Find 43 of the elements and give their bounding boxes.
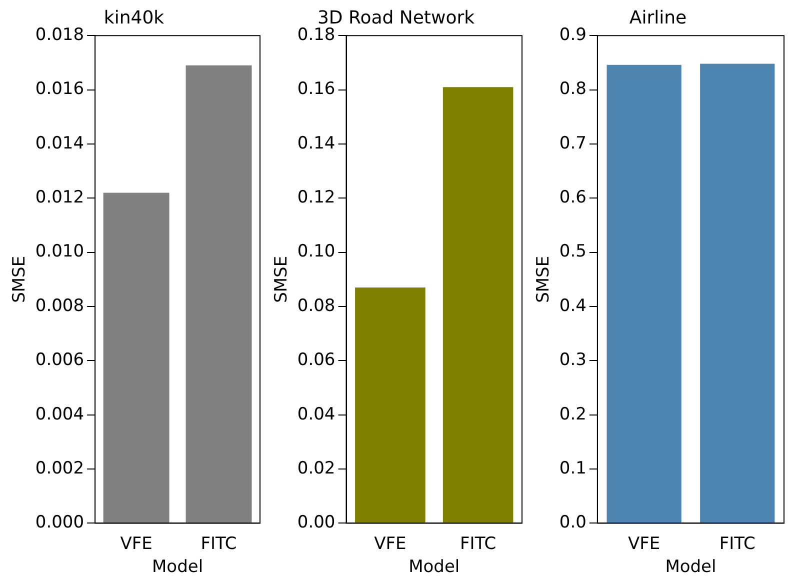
- y-tick-label: 0.6: [559, 188, 586, 208]
- x-axis-title: Model: [152, 557, 204, 578]
- y-tick-label: 0.02: [297, 458, 336, 478]
- x-tick-label: VFE: [374, 534, 406, 554]
- x-tick-label: FITC: [200, 534, 237, 554]
- y-tick-label: 0.04: [297, 404, 336, 424]
- x-tick-label: FITC: [719, 534, 756, 554]
- x-tick-label: VFE: [628, 534, 660, 554]
- y-tick-label: 0.14: [297, 133, 336, 154]
- y-tick-label: 0.016: [35, 79, 84, 100]
- y-tick-label: 0.002: [35, 458, 84, 478]
- y-tick-label: 0.1: [559, 458, 586, 478]
- y-tick-label: 0.12: [297, 188, 336, 208]
- y-tick-label: 0.00: [297, 512, 336, 533]
- y-tick-label: 0.9: [559, 25, 586, 46]
- y-tick-label: 0.10: [297, 242, 336, 262]
- y-tick-label: 0.018: [35, 25, 84, 46]
- x-axis-title: Model: [408, 557, 460, 578]
- chart-title: Airline: [629, 7, 687, 28]
- y-axis-title: SMSE: [10, 256, 30, 303]
- y-tick-label: 0.3: [559, 350, 586, 370]
- y-tick-label: 0.2: [559, 404, 586, 424]
- y-axis-title: SMSE: [272, 256, 292, 303]
- y-tick-label: 0.08: [297, 296, 336, 316]
- y-tick-label: 0.0: [559, 512, 586, 533]
- y-tick-label: 0.000: [35, 512, 84, 533]
- y-tick-label: 0.06: [297, 350, 336, 370]
- y-tick-label: 0.7: [559, 133, 586, 154]
- y-tick-label: 0.006: [35, 350, 84, 370]
- x-tick-label: VFE: [120, 534, 152, 554]
- y-axis-title: SMSE: [534, 256, 554, 303]
- y-tick-label: 0.8: [559, 79, 586, 100]
- x-tick-label: FITC: [460, 534, 496, 554]
- y-tick-label: 0.16: [297, 79, 336, 100]
- y-tick-label: 0.4: [559, 296, 586, 316]
- y-tick-label: 0.5: [559, 242, 586, 262]
- y-tick-label: 0.014: [35, 133, 84, 154]
- chart-title: kin40k: [104, 7, 165, 28]
- y-tick-label: 0.004: [35, 404, 84, 424]
- y-tick-label: 0.012: [35, 188, 84, 208]
- y-tick-label: 0.008: [35, 296, 84, 316]
- y-tick-label: 0.010: [35, 242, 84, 262]
- x-axis-title: Model: [665, 557, 716, 578]
